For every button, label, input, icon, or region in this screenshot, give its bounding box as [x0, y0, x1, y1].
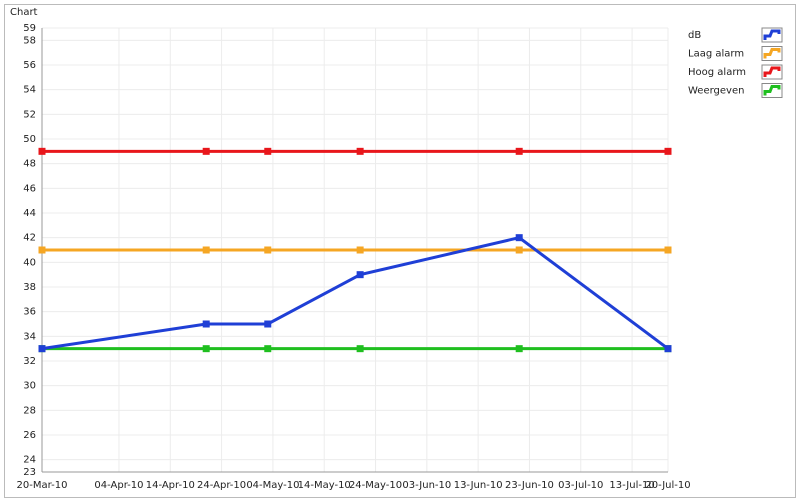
x-tick-label: 24-Apr-10 — [197, 480, 246, 491]
y-tick-label: 46 — [23, 183, 36, 194]
y-tick-label: 38 — [23, 282, 36, 293]
legend-label: Weergeven — [688, 86, 744, 97]
x-tick-label: 14-May-10 — [298, 480, 351, 491]
y-tick-label: 34 — [23, 331, 36, 342]
point — [202, 320, 210, 328]
legend-swatch — [763, 85, 781, 96]
point — [664, 147, 672, 155]
legend-swatch — [763, 29, 781, 40]
y-tick-label: 24 — [23, 455, 36, 466]
point — [356, 246, 364, 254]
series-line — [41, 236, 669, 351]
x-tick-label: 20-Mar-10 — [17, 480, 68, 491]
x-tick-label: 04-Apr-10 — [94, 480, 143, 491]
point — [664, 345, 672, 353]
y-tick-label: 30 — [23, 381, 36, 392]
y-tick-label: 42 — [23, 233, 36, 244]
x-tick-label: 13-Jul-10 — [609, 480, 654, 491]
x-tick-label: 03-Jun-10 — [402, 480, 451, 491]
x-tick-label: 03-Jul-10 — [558, 480, 603, 491]
point — [264, 147, 272, 155]
point — [264, 345, 272, 353]
point — [515, 246, 523, 254]
y-tick-label: 54 — [23, 85, 36, 96]
y-tick-label: 28 — [23, 405, 36, 416]
point — [264, 246, 272, 254]
y-tick-label: 36 — [23, 307, 36, 318]
point — [515, 147, 523, 155]
point — [202, 147, 210, 155]
x-tick-label: 14-Apr-10 — [146, 480, 195, 491]
legend-label: Hoog alarm — [688, 67, 746, 78]
legend-label: Laag alarm — [688, 49, 744, 60]
point — [38, 147, 46, 155]
x-tick-label: 04-May-10 — [246, 480, 299, 491]
point — [264, 320, 272, 328]
y-tick-label: 26 — [23, 430, 36, 441]
point — [202, 246, 210, 254]
y-tick-label: 50 — [23, 134, 36, 145]
point — [356, 345, 364, 353]
y-tick-label: 23 — [23, 467, 36, 478]
legend-swatch — [763, 48, 781, 59]
y-tick-label: 59 — [23, 23, 36, 34]
y-tick-label: 48 — [23, 159, 36, 170]
legend-label: dB — [688, 30, 701, 41]
point — [356, 147, 364, 155]
point — [38, 246, 46, 254]
legend-swatch — [763, 66, 781, 77]
y-tick-label: 40 — [23, 257, 36, 268]
y-tick-label: 56 — [23, 60, 36, 71]
y-tick-label: 44 — [23, 208, 36, 219]
point — [515, 234, 523, 242]
point — [38, 345, 46, 353]
point — [515, 345, 523, 353]
x-tick-label: 20-Jul-10 — [645, 480, 690, 491]
x-tick-label: 23-Jun-10 — [505, 480, 554, 491]
point — [664, 246, 672, 254]
chart-title: Chart — [10, 7, 38, 18]
point — [356, 271, 364, 279]
x-tick-label: 13-Jun-10 — [454, 480, 503, 491]
point — [202, 345, 210, 353]
y-tick-label: 32 — [23, 356, 36, 367]
y-tick-label: 58 — [23, 35, 36, 46]
y-tick-label: 52 — [23, 109, 36, 120]
x-tick-label: 24-May-10 — [349, 480, 402, 491]
